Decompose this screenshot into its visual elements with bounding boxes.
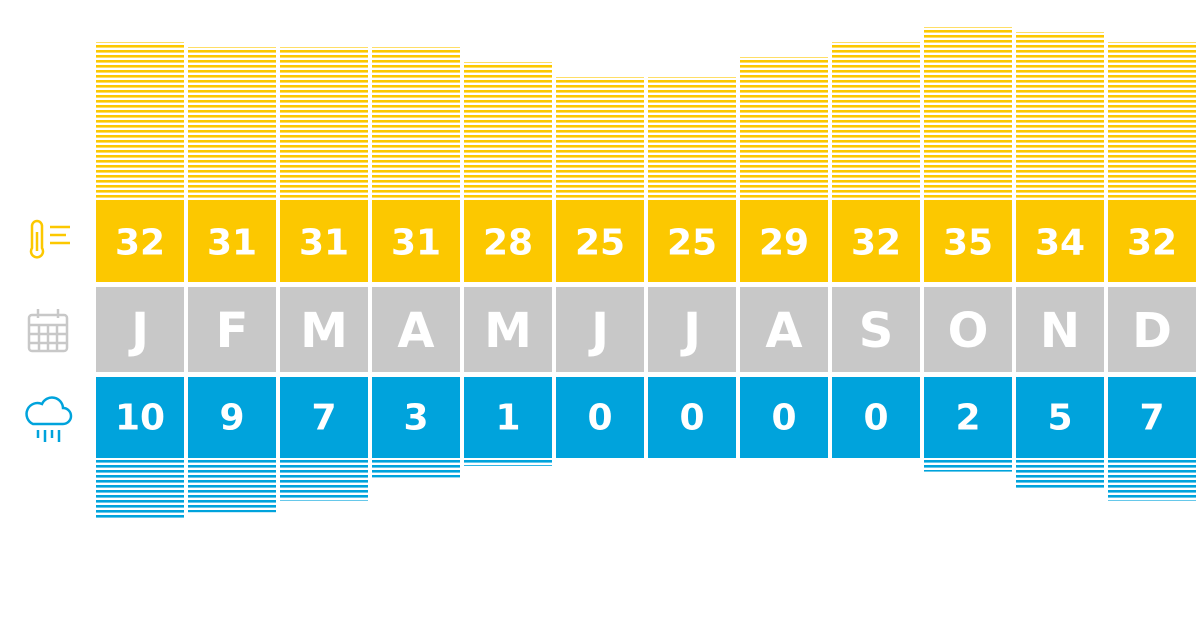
rainfall-bar bbox=[1108, 460, 1196, 501]
temperature-bar bbox=[188, 47, 276, 198]
month-label: S bbox=[859, 303, 894, 359]
temperature-bar bbox=[280, 47, 368, 198]
month-label: A bbox=[765, 303, 802, 359]
month-label: F bbox=[216, 303, 249, 359]
rainfall-cell bbox=[464, 377, 552, 458]
temperature-label: 25 bbox=[667, 223, 717, 264]
rainfall-cell bbox=[1016, 377, 1104, 458]
temperature-bar bbox=[372, 47, 460, 198]
month-label: J bbox=[588, 303, 609, 359]
rain-cloud-icon bbox=[25, 396, 73, 442]
temperature-cell bbox=[280, 200, 368, 282]
rainfall-bar bbox=[188, 460, 276, 513]
rainfall-cell bbox=[188, 377, 276, 458]
rainfall-label: 1 bbox=[495, 398, 520, 439]
month-cell bbox=[188, 287, 276, 372]
rainfall-cell bbox=[556, 377, 644, 458]
temperature-bar bbox=[1016, 32, 1104, 198]
rainfall-cell bbox=[1108, 377, 1196, 458]
rainfall-label: 2 bbox=[955, 398, 980, 439]
month-label: A bbox=[397, 303, 434, 359]
rainfall-bar bbox=[280, 460, 368, 501]
rainfall-label: 7 bbox=[311, 398, 336, 439]
temperature-label: 31 bbox=[391, 223, 441, 264]
temperature-bar bbox=[648, 77, 736, 198]
calendar-icon bbox=[27, 309, 69, 353]
temperature-cell bbox=[188, 200, 276, 282]
rainfall-bar bbox=[96, 460, 184, 518]
temperature-bar bbox=[464, 62, 552, 198]
temperature-bar bbox=[924, 27, 1012, 198]
temperature-cell bbox=[832, 200, 920, 282]
temperature-cell bbox=[740, 200, 828, 282]
rainfall-cell bbox=[832, 377, 920, 458]
rainfall-label: 0 bbox=[679, 398, 704, 439]
temperature-cell bbox=[96, 200, 184, 282]
rainfall-label: 7 bbox=[1139, 398, 1164, 439]
temperature-label: 31 bbox=[207, 223, 257, 264]
temperature-cell bbox=[924, 200, 1012, 282]
rainfall-cell bbox=[372, 377, 460, 458]
rainfall-label: 5 bbox=[1047, 398, 1072, 439]
temperature-label: 32 bbox=[851, 223, 901, 264]
temperature-label: 31 bbox=[299, 223, 349, 264]
month-label: O bbox=[948, 303, 989, 359]
temperature-label: 32 bbox=[1127, 223, 1177, 264]
temperature-bar bbox=[740, 57, 828, 198]
rainfall-label: 0 bbox=[863, 398, 888, 439]
temperature-cell bbox=[648, 200, 736, 282]
month-label: J bbox=[680, 303, 701, 359]
thermometer-icon bbox=[29, 219, 70, 259]
month-cell bbox=[832, 287, 920, 372]
month-cell bbox=[924, 287, 1012, 372]
month-cell bbox=[648, 287, 736, 372]
rainfall-label: 0 bbox=[587, 398, 612, 439]
month-cell bbox=[1016, 287, 1104, 372]
month-cell bbox=[464, 287, 552, 372]
rainfall-bar bbox=[464, 460, 552, 466]
rainfall-cell bbox=[648, 377, 736, 458]
temperature-label: 29 bbox=[759, 223, 809, 264]
rainfall-cell bbox=[96, 377, 184, 458]
temperature-cell bbox=[372, 200, 460, 282]
month-label: N bbox=[1040, 303, 1080, 359]
rainfall-label: 0 bbox=[771, 398, 796, 439]
temperature-bar bbox=[96, 42, 184, 198]
temperature-cell bbox=[464, 200, 552, 282]
month-cell bbox=[372, 287, 460, 372]
month-label: J bbox=[128, 303, 149, 359]
rainfall-cell bbox=[924, 377, 1012, 458]
rainfall-label: 10 bbox=[115, 398, 165, 439]
month-label: D bbox=[1132, 303, 1172, 359]
month-label: M bbox=[484, 303, 532, 359]
rainfall-cell bbox=[740, 377, 828, 458]
rainfall-bar bbox=[372, 460, 460, 478]
temperature-cell bbox=[1108, 200, 1196, 282]
temperature-label: 32 bbox=[115, 223, 165, 264]
temperature-bar bbox=[832, 42, 920, 198]
rainfall-label: 3 bbox=[403, 398, 428, 439]
temperature-label: 25 bbox=[575, 223, 625, 264]
rainfall-bar bbox=[1016, 460, 1104, 489]
month-cell bbox=[740, 287, 828, 372]
rainfall-label: 9 bbox=[219, 398, 244, 439]
temperature-bar bbox=[556, 77, 644, 198]
month-cell bbox=[280, 287, 368, 372]
month-label: M bbox=[300, 303, 348, 359]
temperature-cell bbox=[1016, 200, 1104, 282]
rainfall-bar bbox=[924, 460, 1012, 472]
temperature-bar bbox=[1108, 42, 1196, 198]
temperature-label: 34 bbox=[1035, 223, 1085, 264]
month-cell bbox=[556, 287, 644, 372]
month-cell bbox=[96, 287, 184, 372]
month-cell bbox=[1108, 287, 1196, 372]
rainfall-cell bbox=[280, 377, 368, 458]
temperature-label: 28 bbox=[483, 223, 533, 264]
temperature-label: 35 bbox=[943, 223, 993, 264]
temperature-cell bbox=[556, 200, 644, 282]
